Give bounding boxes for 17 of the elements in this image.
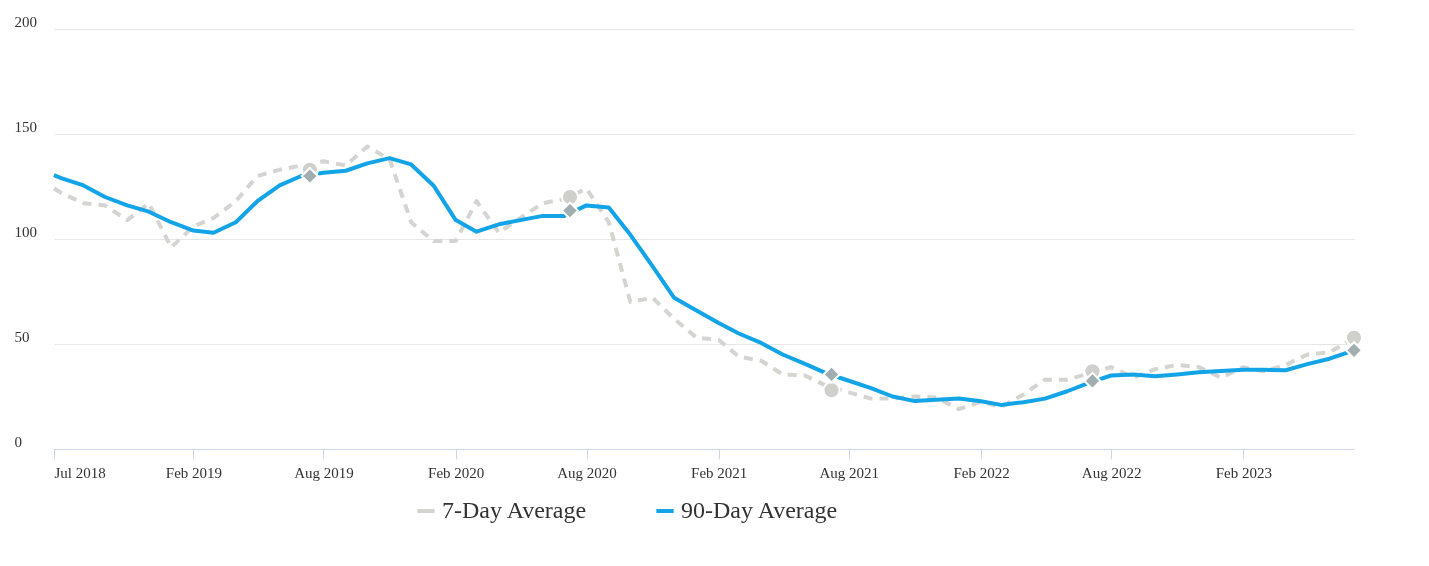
x-tick-label: Jul 2018 [54, 464, 106, 481]
x-tick-label: Aug 2022 [1081, 464, 1142, 481]
x-tick-label: Aug 2020 [557, 464, 617, 481]
y-tick-label: 0 [14, 433, 22, 450]
legend-label: 7-Day Average [442, 497, 587, 523]
y-tick-label: 150 [14, 118, 37, 135]
x-tick-label: Feb 2023 [1215, 464, 1272, 481]
x-tick-label: Feb 2021 [691, 464, 748, 481]
x-tick-label: Aug 2021 [819, 464, 880, 481]
y-tick-label: 100 [14, 223, 37, 240]
y-tick-label: 50 [14, 328, 30, 345]
x-tick-label: Feb 2022 [953, 464, 1010, 481]
x-tick-label: Aug 2019 [294, 464, 354, 481]
legend-label: 90-Day Average [681, 497, 838, 523]
x-tick-label: Feb 2019 [165, 464, 223, 481]
y-tick-label: 200 [14, 13, 37, 30]
x-tick-label: Feb 2020 [428, 464, 485, 481]
